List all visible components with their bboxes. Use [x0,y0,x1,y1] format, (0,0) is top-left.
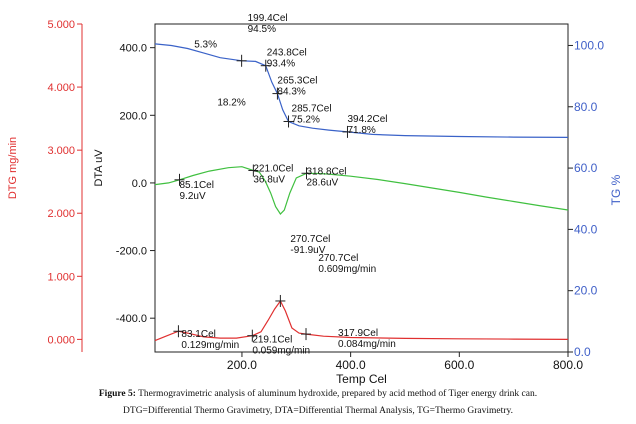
annotation-value: 84.3% [277,87,305,98]
annotation-value: 0.609mg/min [318,264,376,275]
dtg-curve [154,299,569,342]
annotation-label: 270.7Cel [290,234,330,245]
dta-curve [154,166,569,215]
annotation-value: 93.4% [267,59,295,70]
annotation-label: 18.2% [217,97,245,108]
annotation-label: 221.0Cel [253,163,293,174]
dta-tick-label: -200.0 [116,246,147,258]
annotation-value: 0.084mg/min [338,339,396,350]
annotation-value: 99.9% [162,0,190,2]
annotation-value: -91.9uV [290,245,325,256]
dtg-tick-label: 3.000 [47,145,75,157]
dtg-tick-label: 4.000 [47,82,75,94]
annotation-value: 75.2% [292,114,320,125]
caption-abbreviations: DTG=Differential Thermo Gravimetry, DTA=… [123,406,513,416]
plot-frame [154,23,569,353]
tg-tick-label: 40.0 [574,222,598,236]
x-tick-label: 600.0 [444,358,474,372]
tga-chart: 0.000 1.000 2.000 3.000 4.000 5.000 DTG mg/min… [7,0,623,386]
tg-axis: 0.0 20.0 40.0 60.0 80.0 100.0 TG % [568,38,623,359]
annotation-label: 219.1Cel [252,335,292,346]
dta-tick-label: 0.0 [132,178,147,190]
annotation-label: 285.7Cel [292,103,332,114]
annotation-value: 94.5% [248,24,276,35]
tg-tick-label: 20.0 [574,284,598,298]
tg-tick-label: 60.0 [574,161,598,175]
series-lines [154,43,569,342]
annotation-label: 85.1Cel [180,180,214,191]
dtg-axis-label: DTG mg/min [7,137,19,199]
annotation-label: 265.3Cel [277,76,317,87]
dtg-tick-label: 1.000 [47,271,75,283]
x-tick-label: 200.0 [227,358,257,372]
tg-tick-label: 100.0 [574,38,604,52]
annotation-value: 28.6uV [307,177,339,188]
annotations: 38.9Cel99.9%5.3%199.4Cel94.5%243.8Cel93.… [162,0,395,357]
annotation-value: 36.8uV [253,174,285,185]
annotation-label: 83.1Cel [181,329,215,340]
dta-axis-label: DTA uV [93,149,105,187]
figure-caption: Figure 5: Thermogravimetric analysis of … [0,389,636,399]
dta-axis: -400.0 -200.0 0.0 200.0 400.0 DTA uV [93,43,155,325]
annotation-label: 243.8Cel [267,48,307,59]
annotation-label: 5.3% [194,40,217,51]
x-axis-label: Temp Cel [336,372,387,386]
x-axis: 200.0 400.0 600.0 800.0 Temp Cel [227,352,583,386]
plot-border [154,23,569,353]
figure-label: Figure 5: [98,389,136,399]
tg-curve [154,43,569,138]
dta-tick-label: -400.0 [116,313,147,325]
tg-tick-label: 0.0 [574,345,591,359]
annotation-label: 199.4Cel [248,13,288,24]
annotation-label: 317.9Cel [338,328,378,339]
dtg-axis: 0.000 1.000 2.000 3.000 4.000 5.000 DTG mg/min [7,19,83,352]
annotation-label: 318.8Cel [307,166,347,177]
tg-axis-label: TG % [609,174,623,205]
dta-tick-label: 200.0 [119,110,147,122]
caption-text: Thermogravimetric analysis of aluminum h… [138,389,538,399]
x-tick-label: 800.0 [553,358,583,372]
annotation-value: 0.059mg/min [252,346,310,357]
annotation-label: 394.2Cel [347,114,387,125]
x-tick-label: 400.0 [336,358,366,372]
annotation-label: 270.7Cel [318,253,358,264]
dtg-tick-label: 5.000 [47,19,75,31]
annotation-value: 0.129mg/min [181,340,239,351]
annotation-value: 9.2uV [180,191,206,202]
annotation-value: 71.8% [347,125,375,136]
dtg-tick-label: 0.000 [47,334,75,346]
dtg-tick-label: 2.000 [47,208,75,220]
dta-tick-label: 400.0 [119,43,147,55]
tg-tick-label: 80.0 [574,100,598,114]
